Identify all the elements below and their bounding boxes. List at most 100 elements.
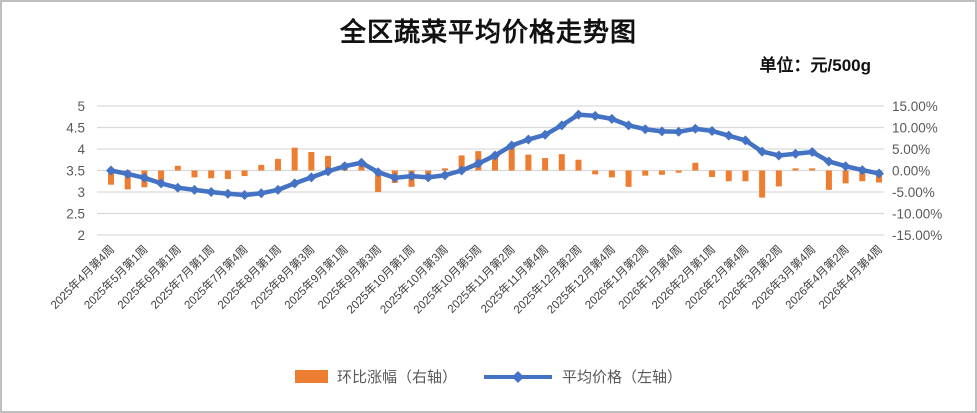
left-axis-tick-label: 2.5	[66, 207, 85, 222]
bar	[458, 155, 465, 171]
right-axis-tick-label: 10.00%	[892, 121, 938, 136]
line-marker	[857, 165, 868, 176]
left-axis-tick-label: 3.5	[66, 164, 85, 179]
line-marker	[373, 167, 384, 178]
line-marker	[323, 166, 334, 177]
bar	[709, 170, 716, 177]
line-marker	[807, 147, 818, 158]
left-axis-tick-label: 5	[77, 99, 85, 114]
line-marker	[289, 178, 300, 189]
line-marker	[406, 171, 417, 182]
line-marker	[172, 182, 183, 193]
bar	[174, 165, 181, 171]
line-marker	[707, 125, 718, 136]
line-marker	[139, 172, 150, 183]
line-marker	[823, 156, 834, 167]
bar-series-swatch-icon	[294, 370, 328, 383]
right-axis-tick-label: -10.00%	[892, 207, 942, 222]
bar	[658, 170, 665, 175]
legend-item-line: 平均价格（左轴）	[483, 366, 682, 387]
line-marker	[189, 184, 200, 195]
legend-line-label: 平均价格（左轴）	[562, 369, 683, 386]
line-marker	[456, 165, 467, 176]
right-axis-tick-label: -15.00%	[892, 228, 942, 243]
line-marker	[156, 178, 167, 189]
bar	[191, 170, 198, 178]
bar	[542, 158, 549, 171]
line-marker	[573, 109, 584, 120]
chart-title: 全区蔬菜平均价格走势图	[339, 17, 637, 47]
line-marker	[473, 158, 484, 169]
bar	[124, 170, 131, 190]
line-marker	[673, 126, 684, 137]
line-marker	[423, 172, 434, 183]
bar	[725, 170, 732, 182]
line-marker	[106, 165, 116, 176]
line-marker	[606, 113, 617, 124]
bar	[592, 170, 599, 175]
bar	[558, 154, 565, 171]
bar	[825, 170, 832, 190]
bar	[492, 154, 498, 171]
bar	[441, 168, 448, 171]
bar	[308, 152, 315, 171]
line-marker	[439, 170, 450, 181]
line-marker	[740, 135, 751, 146]
bar	[692, 162, 699, 171]
line-marker	[523, 134, 534, 145]
bar	[258, 164, 265, 171]
bar	[742, 170, 749, 182]
line-marker	[623, 120, 634, 131]
line-marker	[339, 161, 350, 172]
right-axis-tick-label: 15.00%	[892, 99, 938, 114]
bar	[575, 159, 582, 171]
bar	[608, 170, 615, 178]
line-marker	[773, 150, 784, 161]
bar	[759, 170, 766, 198]
right-axis-tick-label: 5.00%	[892, 142, 930, 157]
right-axis-tick-label: 0.00%	[892, 164, 930, 179]
bar	[274, 158, 281, 171]
bar	[809, 168, 816, 171]
line-marker	[490, 150, 500, 161]
line-marker	[239, 190, 250, 201]
bar	[208, 170, 215, 179]
left-axis-tick-label: 3	[77, 185, 85, 200]
bar	[675, 170, 682, 173]
bar	[158, 170, 165, 184]
line-marker	[690, 123, 701, 134]
bar	[625, 170, 632, 187]
line-marker	[222, 188, 233, 199]
line-marker	[256, 188, 267, 199]
line-marker	[640, 124, 651, 135]
bar	[375, 170, 382, 192]
bar	[108, 170, 114, 185]
bar	[224, 170, 231, 180]
left-axis-tick-label: 4.5	[66, 121, 85, 136]
line-marker	[506, 140, 517, 151]
right-axis-tick-label: -5.00%	[892, 185, 935, 200]
bar	[291, 147, 298, 171]
unit-label: 单位：元/500g	[759, 56, 871, 75]
line-marker	[590, 110, 601, 121]
line-marker	[840, 161, 851, 172]
line-marker	[757, 146, 768, 157]
bar	[358, 165, 365, 171]
line-marker	[389, 172, 400, 183]
line-marker	[122, 168, 133, 179]
line-marker	[556, 120, 567, 131]
line-marker	[723, 130, 734, 141]
bar	[642, 170, 649, 176]
x-axis-tick-label: 2025年4月第4周	[48, 242, 118, 312]
bar	[792, 168, 799, 171]
bar	[508, 143, 515, 171]
chart-legend: 环比涨幅（右轴） 平均价格（左轴）	[2, 366, 975, 387]
bar	[842, 170, 849, 184]
line-marker	[356, 157, 367, 168]
line-marker	[790, 148, 801, 159]
bar	[325, 155, 332, 171]
bar	[241, 170, 248, 177]
line-series-swatch-icon	[483, 370, 553, 384]
